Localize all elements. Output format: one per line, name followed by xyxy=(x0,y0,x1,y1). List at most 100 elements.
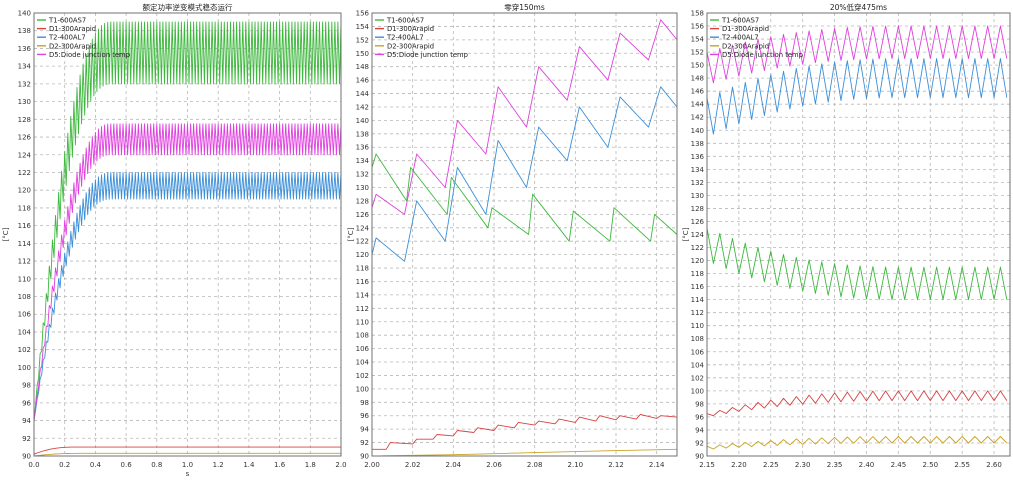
y-tick-label: 126 xyxy=(18,134,32,142)
x-tick-label: 2.35 xyxy=(827,461,843,469)
legend-label: D5:Diode junction temp xyxy=(49,51,130,59)
legend-label: D1-300Arapid xyxy=(49,25,96,33)
y-tick-label: 112 xyxy=(18,258,31,266)
y-tick-label: 138 xyxy=(18,27,31,35)
y-tick-label: 136 xyxy=(18,45,32,53)
y-tick-label: 140 xyxy=(18,10,31,18)
plot-frame xyxy=(371,12,678,457)
y-tick-label: 122 xyxy=(691,244,704,252)
x-tick-label: 2.45 xyxy=(891,461,907,469)
legend-label: D2-300Arapid xyxy=(722,42,769,50)
y-tick-label: 150 xyxy=(691,62,704,70)
y-tick-label: 104 xyxy=(356,359,370,367)
y-tick-label: 104 xyxy=(691,361,705,369)
y-tick-label: 96 xyxy=(22,399,31,407)
series-line-4 xyxy=(371,448,678,457)
x-tick-label: 0.4 xyxy=(90,461,102,469)
x-tick-label: 2.00 xyxy=(364,461,380,469)
y-tick-label: 114 xyxy=(356,291,370,299)
chart-title: 20%低穿475ms xyxy=(830,2,887,12)
y-tick-label: 152 xyxy=(356,36,369,44)
y-tick-label: 122 xyxy=(356,238,369,246)
y-tick-label: 130 xyxy=(691,192,704,200)
y-tick-label: 118 xyxy=(356,265,369,273)
x-tick-label: 1.4 xyxy=(243,461,255,469)
y-tick-label: 124 xyxy=(691,231,705,239)
y-axis-label: [°C] xyxy=(682,227,690,241)
series-line-4 xyxy=(33,452,341,457)
y-tick-label: 120 xyxy=(18,187,31,195)
x-tick-label: 2.0 xyxy=(335,461,346,469)
y-tick-label: 102 xyxy=(356,372,369,380)
x-tick-label: 0.0 xyxy=(28,461,39,469)
y-tick-label: 134 xyxy=(18,63,32,71)
y-tick-label: 108 xyxy=(18,293,31,301)
legend-label: T1-600AS7 xyxy=(48,17,86,25)
y-tick-label: 108 xyxy=(356,332,369,340)
y-tick-label: 128 xyxy=(691,205,704,213)
y-tick-label: 120 xyxy=(356,251,369,259)
series-line-2 xyxy=(33,446,341,455)
y-tick-label: 98 xyxy=(22,382,31,390)
x-tick-label: 2.30 xyxy=(795,461,811,469)
series-line-5 xyxy=(706,25,1008,84)
series-line-1 xyxy=(33,21,342,421)
series-line-3 xyxy=(706,58,1008,135)
y-tick-label: 110 xyxy=(18,275,31,283)
y-tick-label: 138 xyxy=(356,130,369,138)
y-tick-label: 106 xyxy=(18,311,32,319)
chart-title: 零穿150ms xyxy=(504,2,545,12)
y-tick-label: 136 xyxy=(691,153,705,161)
y-tick-label: 150 xyxy=(356,50,369,58)
x-tick-label: 2.55 xyxy=(954,461,970,469)
y-tick-label: 120 xyxy=(691,257,704,265)
y-tick-label: 126 xyxy=(356,211,370,219)
x-tick-label: 2.14 xyxy=(649,461,665,469)
y-tick-label: 92 xyxy=(360,439,369,447)
y-tick-label: 116 xyxy=(691,283,705,291)
x-tick-label: 1.0 xyxy=(182,461,193,469)
x-tick-label: 2.12 xyxy=(608,461,624,469)
y-tick-label: 100 xyxy=(18,364,31,372)
y-tick-label: 112 xyxy=(356,305,369,313)
y-tick-label: 130 xyxy=(356,184,369,192)
y-tick-label: 128 xyxy=(356,197,369,205)
legend-label: T2-400AL7 xyxy=(386,34,424,42)
x-tick-label: 2.60 xyxy=(986,461,1002,469)
series-line-2 xyxy=(706,390,1008,417)
x-tick-label: 1.2 xyxy=(213,461,224,469)
y-tick-label: 96 xyxy=(695,413,704,421)
y-tick-label: 116 xyxy=(18,222,32,230)
y-tick-label: 124 xyxy=(356,224,370,232)
y-tick-label: 110 xyxy=(356,318,369,326)
x-axis-label: s xyxy=(186,470,190,478)
series-line-4 xyxy=(706,436,1008,450)
y-tick-label: 94 xyxy=(695,426,704,434)
y-tick-label: 140 xyxy=(356,117,369,125)
y-tick-label: 130 xyxy=(18,98,31,106)
y-tick-label: 90 xyxy=(22,453,31,461)
x-tick-label: 1.8 xyxy=(305,461,316,469)
y-tick-label: 116 xyxy=(356,278,370,286)
y-tick-label: 136 xyxy=(356,144,370,152)
y-tick-label: 142 xyxy=(691,114,704,122)
y-tick-label: 156 xyxy=(356,10,370,18)
y-tick-label: 90 xyxy=(360,453,369,461)
y-tick-label: 132 xyxy=(356,171,369,179)
y-tick-label: 140 xyxy=(691,127,704,135)
y-tick-label: 96 xyxy=(360,412,369,420)
series-line-3 xyxy=(33,172,342,421)
x-tick-label: 2.20 xyxy=(731,461,747,469)
legend: T1-600AS7D1-300ArapidT2-400AL7D2-300Arap… xyxy=(375,17,468,59)
y-tick-label: 114 xyxy=(691,296,705,304)
y-tick-label: 158 xyxy=(691,10,704,18)
x-tick-label: 2.08 xyxy=(527,461,543,469)
y-tick-label: 146 xyxy=(356,77,370,85)
y-tick-label: 134 xyxy=(356,157,370,165)
y-tick-label: 92 xyxy=(695,439,704,447)
series-line-1 xyxy=(706,227,1008,301)
y-tick-label: 106 xyxy=(356,345,370,353)
y-tick-label: 90 xyxy=(695,453,704,461)
y-tick-label: 134 xyxy=(691,166,705,174)
y-tick-label: 122 xyxy=(18,169,31,177)
